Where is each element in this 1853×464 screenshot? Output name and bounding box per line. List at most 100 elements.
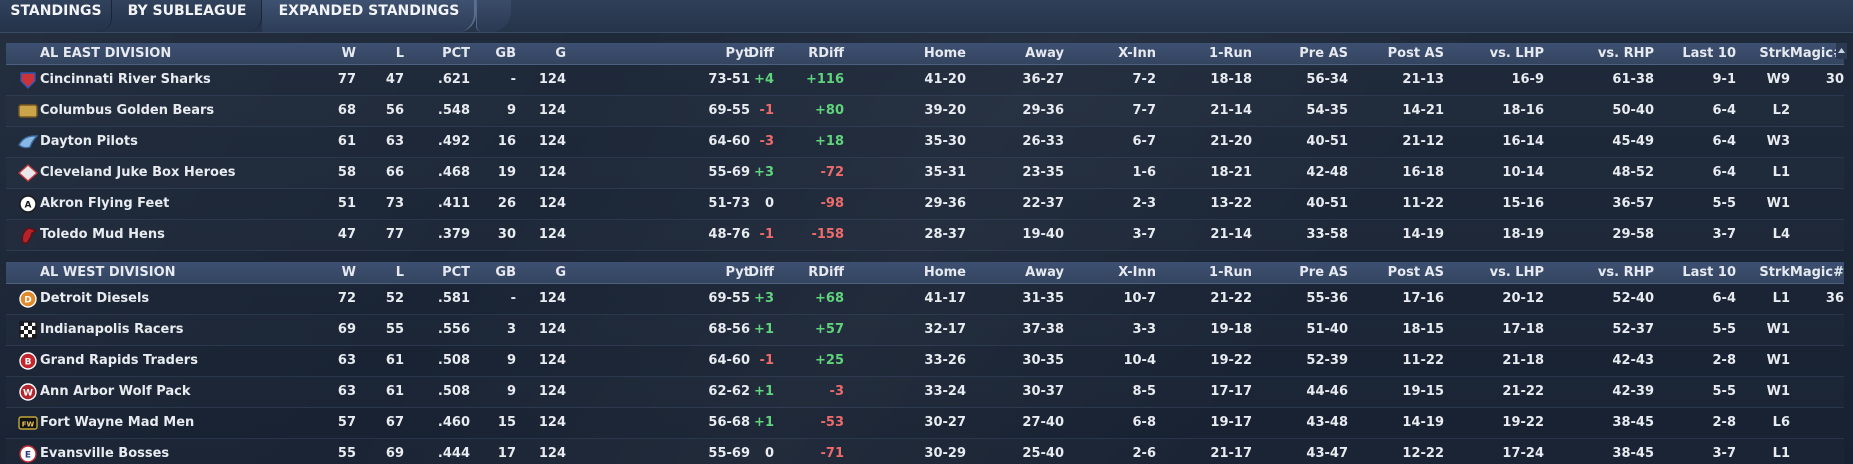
column-header-extra-innings[interactable]: X-Inn [1118, 46, 1156, 61]
one-run-value: 19-17 [1210, 415, 1252, 430]
column-header-home[interactable]: Home [923, 265, 966, 280]
away-value: 27-40 [1022, 415, 1064, 430]
post-all-star-value: 14-21 [1402, 103, 1444, 118]
team-name-link[interactable]: Indianapolis Racers [40, 322, 184, 337]
column-header-pct[interactable]: PCT [442, 265, 470, 280]
division-name: AL EAST DIVISION [40, 46, 172, 61]
team-name-link[interactable]: Columbus Golden Bears [40, 103, 215, 118]
team-row[interactable]: E Evansville Bosses 55 69 .444 17 124 55-69 0 -71… [6, 439, 1844, 464]
column-header-losses[interactable]: L [395, 46, 404, 61]
column-header-losses[interactable]: L [395, 265, 404, 280]
column-header-gb[interactable]: GB [495, 46, 516, 61]
vs-rhp-value: 48-52 [1612, 165, 1654, 180]
team-name-link[interactable]: Fort Wayne Mad Men [40, 415, 195, 430]
column-header-diff[interactable]: Diff [748, 46, 774, 61]
tab-expanded-standings[interactable]: EXPANDED STANDINGS [262, 0, 476, 32]
wolf-pack-logo-icon: W [19, 383, 37, 401]
column-header-extra-innings[interactable]: X-Inn [1118, 265, 1156, 280]
team-row[interactable]: Toledo Mud Hens 47 77 .379 30 124 48-76 -1 -158 2… [6, 220, 1844, 251]
one-run-value: 21-22 [1210, 291, 1252, 306]
team-row[interactable]: Cincinnati River Sharks 77 47 .621 - 124 73-51… [6, 65, 1844, 96]
post-all-star-value: 17-16 [1402, 291, 1444, 306]
column-header-pyt[interactable]: Pyt [725, 265, 750, 280]
vs-rhp-value: 45-49 [1612, 134, 1654, 149]
pct-value: .444 [437, 446, 470, 461]
rdiff-value: -98 [820, 196, 845, 211]
team-row[interactable]: Columbus Golden Bears 68 56 .548 9 124 69-55 -1… [6, 96, 1844, 127]
team-name-link[interactable]: Grand Rapids Traders [40, 353, 198, 368]
team-row[interactable]: B Grand Rapids Traders 63 61 .508 9 124 64-60 -1… [6, 346, 1844, 377]
tab-by-subleague[interactable]: BY SUBLEAGUE [112, 0, 262, 32]
team-row[interactable]: A Akron Flying Feet 51 73 .411 26 124 51-73 0 -98… [6, 189, 1844, 220]
column-header-pct[interactable]: PCT [442, 46, 470, 61]
column-header-magic-number[interactable]: Magic# [1789, 46, 1844, 61]
scroll-up-arrow-icon[interactable] [1836, 43, 1847, 59]
team-row[interactable]: FW Fort Wayne Mad Men 57 67 .460 15 124 56-68 +1… [6, 408, 1844, 439]
tab-standings[interactable]: STANDINGS [0, 0, 112, 32]
column-header-pyt[interactable]: Pyt [725, 46, 750, 61]
team-name-link[interactable]: Cincinnati River Sharks [40, 72, 211, 87]
column-header-vs-rhp[interactable]: vs. RHP [1597, 265, 1654, 280]
column-header-one-run[interactable]: 1-Run [1209, 46, 1252, 61]
column-header-rdiff[interactable]: RDiff [808, 46, 844, 61]
team-name-link[interactable]: Dayton Pilots [40, 134, 138, 149]
team-name-link[interactable]: Toledo Mud Hens [40, 227, 165, 242]
streak-value: W9 [1766, 72, 1790, 87]
column-header-last-10[interactable]: Last 10 [1682, 265, 1736, 280]
vs-rhp-value: 52-40 [1612, 291, 1654, 306]
team-row[interactable]: D Detroit Diesels 72 52 .581 - 124 69-55 +3 +68 41… [6, 284, 1844, 315]
column-header-away[interactable]: Away [1025, 265, 1064, 280]
column-header-home[interactable]: Home [923, 46, 966, 61]
column-header-wins[interactable]: W [341, 46, 356, 61]
column-header-last-10[interactable]: Last 10 [1682, 46, 1736, 61]
column-header-vs-lhp[interactable]: vs. LHP [1489, 265, 1544, 280]
team-row[interactable]: W Ann Arbor Wolf Pack 63 61 .508 9 124 62-62 +1 -… [6, 377, 1844, 408]
column-header-rdiff[interactable]: RDiff [808, 265, 844, 280]
column-header-pre-all-star[interactable]: Pre AS [1299, 46, 1348, 61]
column-header-pre-all-star[interactable]: Pre AS [1299, 265, 1348, 280]
games-value: 124 [538, 446, 566, 461]
diff-value: -1 [759, 353, 774, 368]
vs-rhp-value: 50-40 [1612, 103, 1654, 118]
team-name-link[interactable]: Cleveland Juke Box Heroes [40, 165, 236, 180]
team-row[interactable]: Dayton Pilots 61 63 .492 16 124 64-60 -3 +18 35-3… [6, 127, 1844, 158]
pct-value: .492 [437, 134, 470, 149]
games-value: 124 [538, 322, 566, 337]
column-header-games[interactable]: G [555, 46, 566, 61]
column-header-one-run[interactable]: 1-Run [1209, 265, 1252, 280]
column-header-gb[interactable]: GB [495, 265, 516, 280]
team-row[interactable]: Cleveland Juke Box Heroes 58 66 .468 19 124 55… [6, 158, 1844, 189]
streak-value: L1 [1772, 165, 1790, 180]
svg-text:E: E [25, 451, 31, 461]
gb-value: 3 [506, 322, 516, 337]
losses-value: 77 [385, 227, 404, 242]
team-name-link[interactable]: Detroit Diesels [40, 291, 150, 306]
team-row[interactable]: Indianapolis Racers 69 55 .556 3 124 68-56 +1 +5… [6, 315, 1844, 346]
team-name-link[interactable]: Akron Flying Feet [40, 196, 170, 211]
pct-value: .460 [437, 415, 470, 430]
away-value: 25-40 [1022, 446, 1064, 461]
column-header-streak[interactable]: Strk [1759, 46, 1790, 61]
column-header-vs-lhp[interactable]: vs. LHP [1489, 46, 1544, 61]
column-header-away[interactable]: Away [1025, 46, 1064, 61]
column-header-post-all-star[interactable]: Post AS [1387, 46, 1444, 61]
column-header-diff[interactable]: Diff [748, 265, 774, 280]
column-header-vs-rhp[interactable]: vs. RHP [1597, 46, 1654, 61]
gb-value: 9 [506, 103, 516, 118]
last-10-value: 9-1 [1712, 72, 1737, 87]
team-name-link[interactable]: Ann Arbor Wolf Pack [40, 384, 191, 399]
column-header-magic-number[interactable]: Magic# [1789, 265, 1844, 280]
gb-value: 9 [506, 353, 516, 368]
diff-value: +1 [754, 384, 774, 399]
column-header-games[interactable]: G [555, 265, 566, 280]
away-value: 37-38 [1022, 322, 1064, 337]
column-header-post-all-star[interactable]: Post AS [1387, 265, 1444, 280]
pyt-value: 48-76 [708, 227, 750, 242]
games-value: 124 [538, 72, 566, 87]
column-header-streak[interactable]: Strk [1759, 265, 1790, 280]
away-value: 19-40 [1022, 227, 1064, 242]
team-name-link[interactable]: Evansville Bosses [40, 446, 170, 461]
pre-all-star-value: 40-51 [1306, 134, 1348, 149]
column-header-wins[interactable]: W [341, 265, 356, 280]
pct-value: .581 [437, 291, 470, 306]
